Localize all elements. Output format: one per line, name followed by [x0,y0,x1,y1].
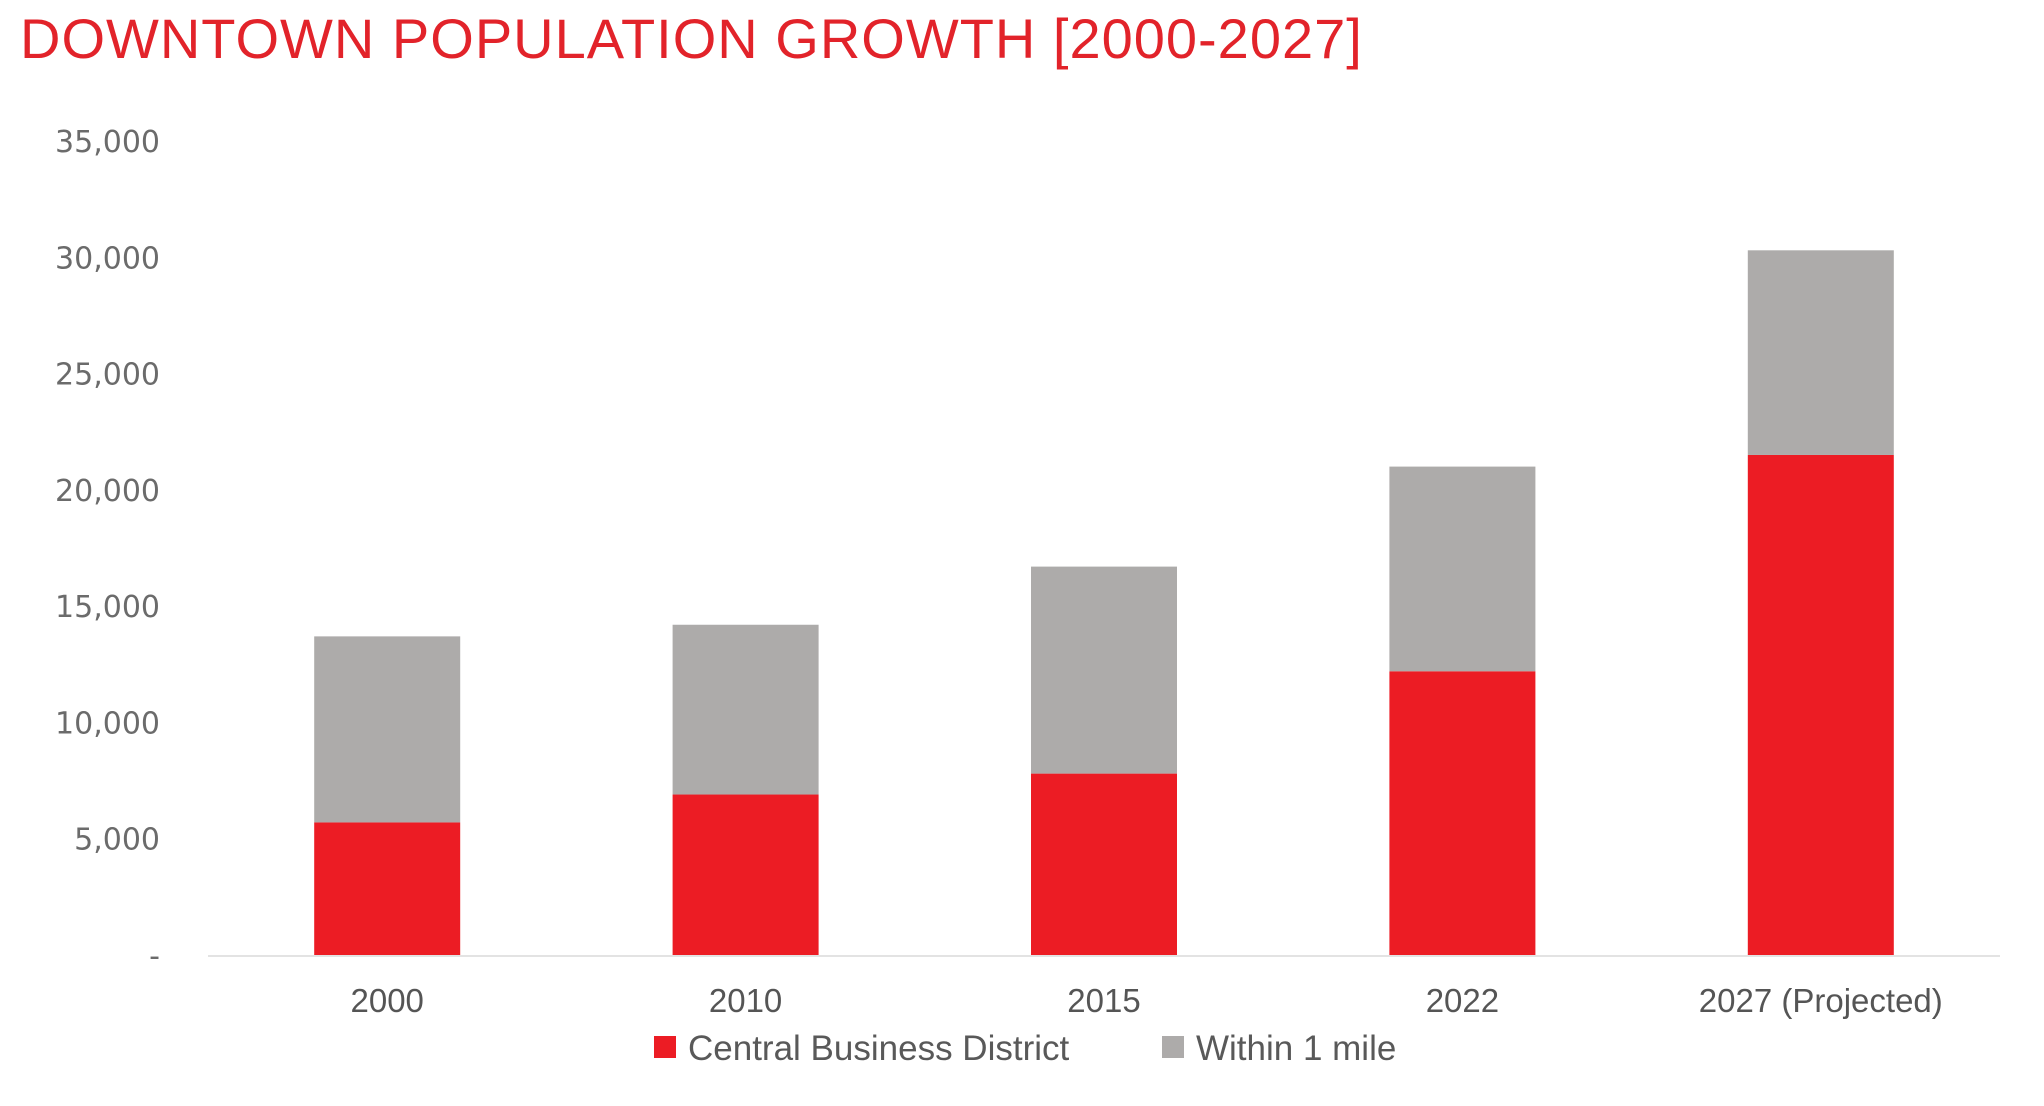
x-tick-label: 2000 [350,982,423,1019]
bar-within-1-mile-2027 [1747,250,1894,455]
legend-label: Central Business District [688,1029,1069,1068]
legend-swatch-within-1-mile [1162,1036,1184,1058]
legend-swatch-cbd [654,1036,676,1058]
bar-within-1-mile-2010 [672,624,819,795]
x-tick-label: 2015 [1067,982,1140,1019]
bars [314,250,1894,955]
bar-cbd-2000 [314,822,461,955]
x-tick-label: 2027 (Projected) [1699,982,1943,1019]
legend-label: Within 1 mile [1196,1029,1396,1068]
x-tick-label: 2010 [709,982,782,1019]
y-tick-label: 15,000 [55,590,160,625]
legend: Central Business District Within 1 mile [654,1029,1396,1068]
y-tick-label: 25,000 [55,358,160,393]
bar-within-1-mile-2022 [1389,466,1536,672]
bar-cbd-2015 [1031,773,1177,955]
y-tick-label: 20,000 [55,474,160,509]
y-tick-label: 30,000 [55,241,160,276]
chart-title: DOWNTOWN POPULATION GROWTH [2000-2027] [20,7,1363,70]
x-tick-label: 2022 [1426,982,1499,1019]
bar-cbd-2022 [1389,671,1536,955]
y-tick-label: 10,000 [55,706,160,741]
y-axis-ticks: - 5,000 10,000 15,000 20,000 25,000 30,000 35,0… [55,125,160,974]
y-tick-label: 5,000 [74,823,160,858]
x-axis-labels: 2000 2010 2015 2022 2027 (Projected) [350,982,1942,1019]
y-tick-label: - [149,939,160,974]
bar-cbd-2027 [1747,454,1894,955]
bar-within-1-mile-2000 [314,636,461,823]
y-tick-label: 35,000 [55,125,160,160]
bar-within-1-mile-2015 [1031,566,1177,774]
bar-cbd-2010 [672,794,819,955]
